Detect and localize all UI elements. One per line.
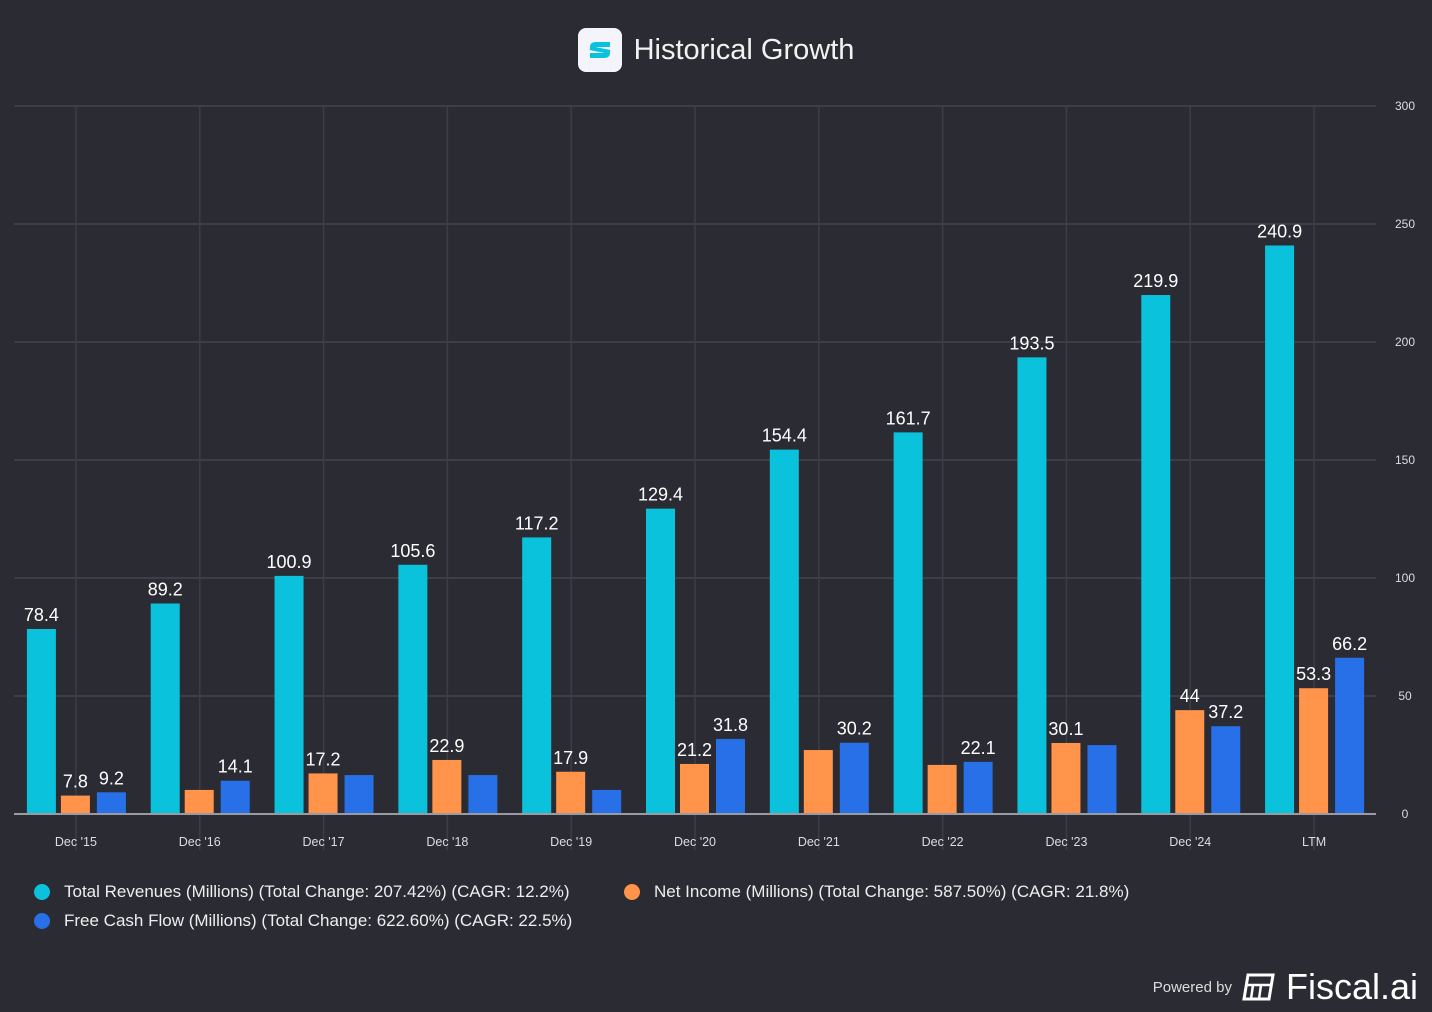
y-tick-label: 300: [1395, 99, 1415, 113]
bar-series-0: [769, 449, 799, 814]
data-label: 31.8: [713, 715, 748, 735]
data-label: 129.4: [638, 485, 683, 505]
y-tick-label: 100: [1395, 571, 1415, 585]
x-tick-label: Dec '15: [55, 835, 97, 849]
bar-series-2: [963, 761, 993, 814]
legend-item-fcf[interactable]: Free Cash Flow (Millions) (Total Change:…: [34, 911, 572, 931]
bar-series-2: [468, 775, 498, 814]
x-tick-label: Dec '21: [798, 835, 840, 849]
data-label: 53.3: [1296, 664, 1331, 684]
data-label: 219.9: [1133, 271, 1178, 291]
x-tick-label: Dec '18: [426, 835, 468, 849]
data-label: 9.2: [99, 768, 124, 788]
y-tick-label: 150: [1395, 453, 1415, 467]
bar-series-2: [1087, 745, 1117, 814]
bar-series-0: [522, 537, 552, 814]
x-tick-label: Dec '17: [303, 835, 345, 849]
data-label: 22.9: [429, 736, 464, 756]
y-tick-label: 200: [1395, 335, 1415, 349]
x-tick-label: Dec '19: [550, 835, 592, 849]
bar-series-1: [1299, 688, 1329, 814]
bar-series-0: [398, 564, 428, 814]
powered-by-label: Powered by: [1152, 978, 1232, 996]
data-label: 17.2: [306, 749, 341, 769]
data-label: 66.2: [1332, 634, 1367, 654]
powered-by[interactable]: Powered by Fiscal.ai: [1153, 966, 1418, 1008]
data-label: 240.9: [1257, 221, 1302, 241]
legend-dot-icon: [624, 884, 640, 900]
legend-label: Net Income (Millions) (Total Change: 587…: [654, 882, 1130, 901]
legend-item-revenue[interactable]: Total Revenues (Millions) (Total Change:…: [34, 882, 570, 902]
bar-series-2: [716, 738, 745, 814]
bar-series-0: [1017, 357, 1047, 814]
data-label: 17.9: [553, 748, 588, 768]
x-tick-label: Dec '24: [1169, 835, 1211, 849]
fiscal-brand-icon: [1242, 973, 1275, 1001]
y-tick-label: 250: [1395, 217, 1415, 231]
fiscal-logo-icon: [577, 28, 622, 72]
bar-series-2: [592, 789, 622, 814]
legend-label: Free Cash Flow (Millions) (Total Change:…: [64, 911, 573, 930]
data-label: 14.1: [218, 757, 253, 777]
bar-series-1: [432, 759, 462, 814]
chart-header: Historical Growth: [0, 28, 1432, 72]
data-label: 37.2: [1208, 702, 1243, 722]
bar-series-2: [344, 775, 374, 814]
legend-item-net-income[interactable]: Net Income (Millions) (Total Change: 587…: [624, 882, 1129, 902]
bar-series-2: [1335, 657, 1365, 814]
bar-chart: 0 50 100 150 200 250 300 Dec '15 Dec '16 Dec '17 D…: [14, 99, 1415, 850]
data-label: 30.1: [1048, 719, 1083, 739]
data-label: 30.2: [837, 719, 872, 739]
bar-series-0: [893, 432, 923, 814]
bar-series-1: [184, 789, 214, 814]
bar-series-0: [274, 575, 304, 814]
bar-series-1: [556, 771, 586, 814]
data-label: 154.4: [762, 426, 807, 446]
x-tick-label: Dec '23: [1045, 835, 1087, 849]
data-label: 7.8: [63, 772, 88, 792]
bar-series-0: [1141, 295, 1171, 814]
data-label: 78.4: [24, 605, 59, 625]
bar-series-0: [646, 508, 675, 814]
data-label: 89.2: [148, 579, 183, 599]
bar-series-1: [803, 750, 833, 814]
x-tick-label: Dec '16: [179, 835, 221, 849]
y-tick-label: 50: [1398, 689, 1412, 703]
bar-series-2: [220, 780, 250, 814]
bar-series-0: [26, 628, 56, 814]
data-label: 22.1: [961, 738, 996, 758]
bar-series-1: [927, 764, 957, 814]
data-label: 117.2: [515, 513, 559, 533]
bar-series-0: [150, 603, 180, 814]
data-label: 100.9: [267, 552, 312, 572]
x-tick-label: LTM: [1302, 835, 1326, 849]
bar-series-2: [96, 792, 126, 814]
bar-series-1: [680, 763, 709, 814]
bar-series-1: [60, 795, 90, 814]
bar-series-1: [1175, 710, 1205, 814]
bar-series-1: [1051, 742, 1081, 814]
bar-series-1: [308, 773, 338, 814]
y-tick-label: 0: [1402, 807, 1409, 821]
bar-series-2: [1211, 726, 1241, 814]
data-label: 161.7: [886, 408, 931, 428]
bar-series-0: [1265, 245, 1295, 814]
data-label: 105.6: [390, 541, 435, 561]
data-label: 193.5: [1009, 333, 1054, 353]
legend-dot-icon: [34, 913, 50, 929]
data-label: 44: [1180, 686, 1200, 706]
brand-name: Fiscal.ai: [1285, 966, 1418, 1007]
legend-label: Total Revenues (Millions) (Total Change:…: [64, 882, 570, 901]
data-label: 21.2: [677, 740, 712, 760]
bar-series-2: [839, 742, 869, 814]
legend-dot-icon: [34, 884, 50, 900]
x-tick-label: Dec '22: [922, 835, 964, 849]
chart-title: Historical Growth: [633, 33, 855, 66]
x-tick-label: Dec '20: [674, 835, 716, 849]
